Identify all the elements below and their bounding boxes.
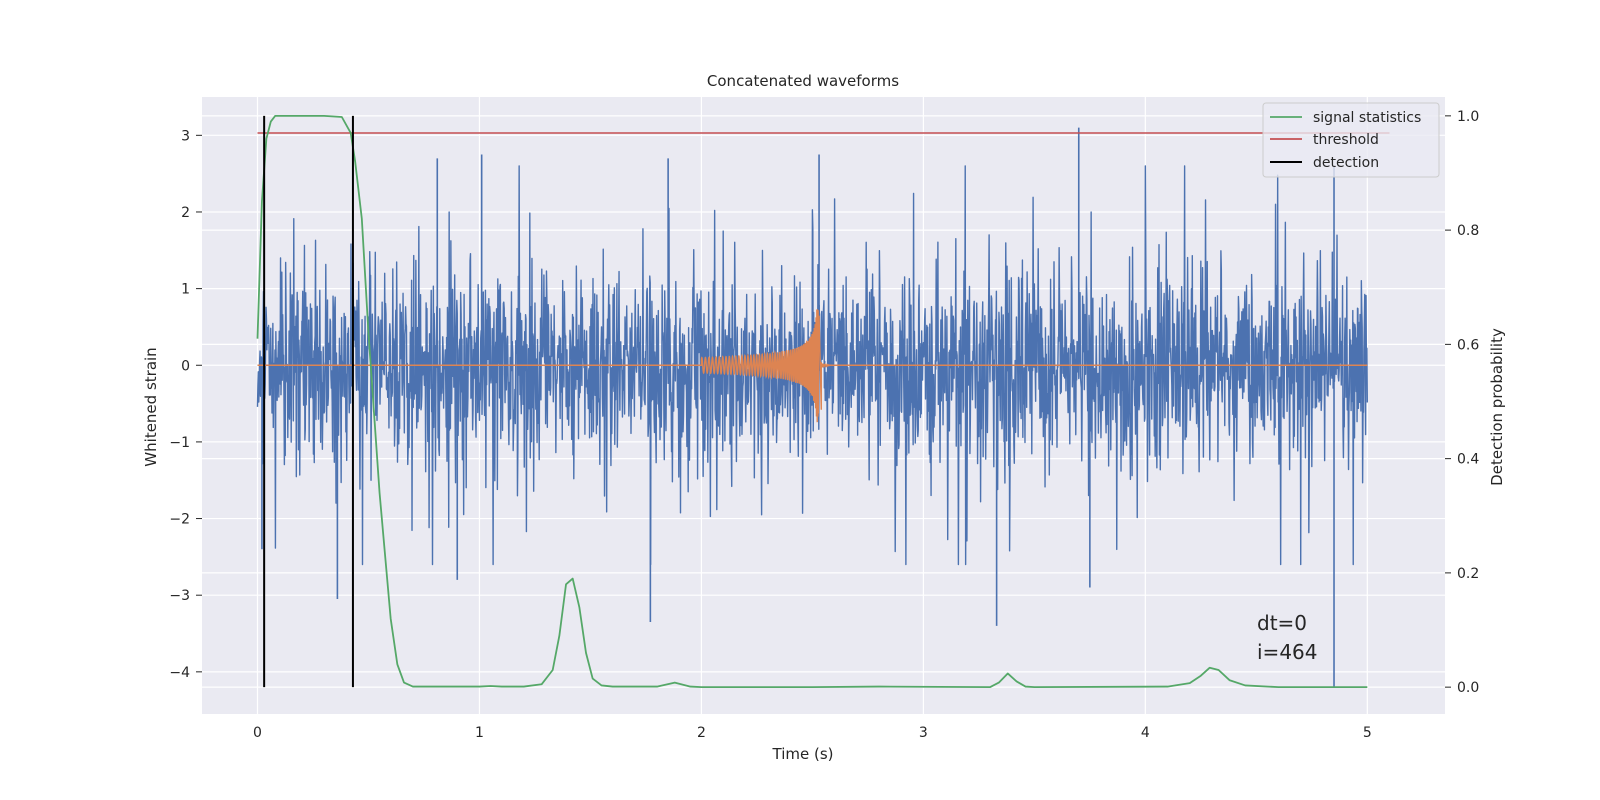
y-tick-label: 2 bbox=[181, 205, 190, 221]
signal-statistics-line bbox=[256, 114, 1368, 689]
y2-tick-label: 0.2 bbox=[1457, 566, 1479, 582]
annotation-dt: dt=0 bbox=[1257, 611, 1307, 635]
y2-tick-label: 0.4 bbox=[1457, 452, 1479, 468]
x-tick-label: 5 bbox=[1363, 725, 1372, 741]
series-layer bbox=[256, 114, 1390, 689]
y-tick-label: 1 bbox=[181, 282, 190, 298]
y2-tick-label: 0.6 bbox=[1457, 337, 1479, 353]
legend-label-threshold: threshold bbox=[1313, 132, 1379, 148]
x-tick-label: 0 bbox=[253, 725, 262, 741]
y-tick-label: −3 bbox=[169, 588, 190, 604]
y2-tick-label: 0.0 bbox=[1457, 680, 1479, 696]
y-tick-label: 0 bbox=[181, 358, 190, 374]
injection-series bbox=[257, 309, 1368, 423]
axes: 0 1 2 3 4 5 −4 −3 −2 −1 0 1 2 3 0.0 0.2 0.4 0.6 0.8 1.0 bbox=[169, 109, 1479, 741]
y-axis-title: Whitened strain bbox=[142, 347, 160, 466]
strain-series bbox=[256, 165, 1369, 566]
x-axis-title: Time (s) bbox=[772, 745, 834, 763]
legend-box bbox=[1262, 102, 1440, 178]
y2-tick-label: 1.0 bbox=[1457, 109, 1479, 125]
annotation-i: i=464 bbox=[1257, 640, 1318, 664]
x-tick-label: 2 bbox=[697, 725, 706, 741]
y-tick-label: −4 bbox=[169, 665, 190, 681]
legend: signal statistics threshold detection bbox=[1262, 102, 1440, 178]
y2-axis-title: Detection probability bbox=[1488, 328, 1506, 486]
x-tick-label: 3 bbox=[919, 725, 928, 741]
legend-label-detection: detection bbox=[1313, 155, 1379, 171]
chart-title: Concatenated waveforms bbox=[707, 72, 899, 90]
x-tick-label: 1 bbox=[475, 725, 484, 741]
y-tick-label: −2 bbox=[169, 512, 190, 528]
legend-label-signal-statistics: signal statistics bbox=[1313, 110, 1421, 126]
y-tick-label: 3 bbox=[181, 128, 190, 144]
y-tick-label: −1 bbox=[169, 435, 190, 451]
x-tick-label: 4 bbox=[1141, 725, 1150, 741]
y2-tick-label: 0.8 bbox=[1457, 223, 1479, 239]
